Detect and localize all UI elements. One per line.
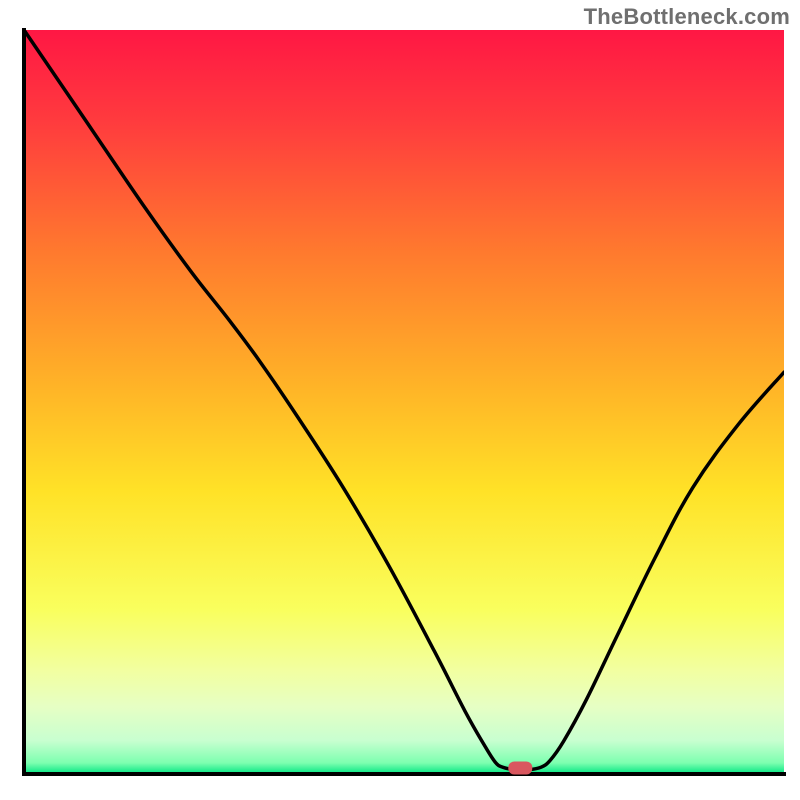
bottleneck-chart (0, 0, 800, 800)
optimal-marker (508, 762, 532, 775)
watermark-text: TheBottleneck.com (584, 4, 790, 30)
chart-svg (0, 0, 800, 800)
plot-background (24, 30, 784, 774)
